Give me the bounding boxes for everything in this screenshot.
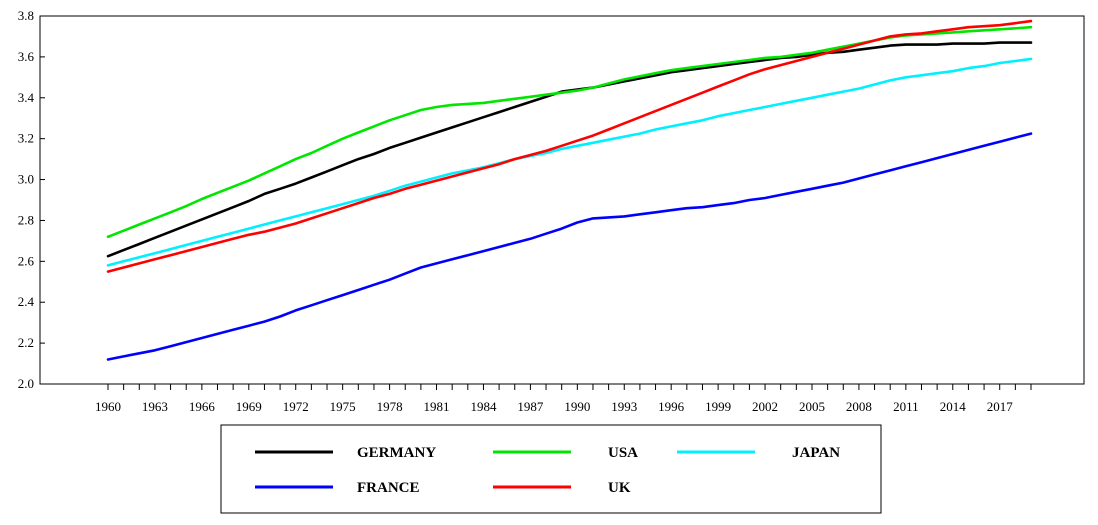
y-tick-label: 2.0 xyxy=(18,376,34,391)
x-tick-label: 2008 xyxy=(846,399,872,414)
x-tick-label: 1978 xyxy=(377,399,403,414)
x-tick-label: 1990 xyxy=(564,399,590,414)
series-line-uk xyxy=(106,19,1033,273)
legend-label-usa: USA xyxy=(608,445,638,461)
x-axis: 1960 1963 1966 1969 1972 1975 1978 1981 1984 1987… xyxy=(95,384,1032,414)
x-tick-label: 1996 xyxy=(658,399,685,414)
x-tick-label: 1966 xyxy=(189,399,216,414)
y-tick-label: 3.8 xyxy=(18,8,34,23)
y-tick-label: 3.0 xyxy=(18,172,34,187)
x-tick-label: 1993 xyxy=(611,399,637,414)
y-tick-label: 2.8 xyxy=(18,212,34,227)
x-tick-label: 1999 xyxy=(705,399,731,414)
x-tick-label: 2017 xyxy=(987,399,1014,414)
legend-label-uk: UK xyxy=(608,480,631,496)
x-tick-label: 2002 xyxy=(752,399,778,414)
y-tick-label: 3.6 xyxy=(18,49,35,64)
legend-label-germany: GERMANY xyxy=(357,445,436,461)
x-tick-label: 1960 xyxy=(95,399,121,414)
y-tick-label: 3.2 xyxy=(18,131,34,146)
y-tick-label: 3.4 xyxy=(18,90,35,105)
x-tick-label: 1963 xyxy=(142,399,168,414)
legend: GERMANY USA JAPAN FRANCE UK xyxy=(220,424,882,514)
series-line-france xyxy=(106,132,1033,361)
x-tick-label: 1981 xyxy=(424,399,450,414)
y-tick-label: 2.2 xyxy=(18,335,34,350)
legend-box xyxy=(220,424,882,514)
x-tick-label: 1984 xyxy=(470,399,497,414)
y-axis: 2.0 2.2 2.4 2.6 2.8 3.0 3.2 3.4 3.6 3.8 xyxy=(18,8,45,391)
x-tick-label: 2005 xyxy=(799,399,825,414)
x-tick-label: 2014 xyxy=(940,399,967,414)
legend-label-japan: JAPAN xyxy=(792,445,840,461)
series-line-usa xyxy=(106,25,1033,239)
plot-frame xyxy=(39,15,1085,385)
legend-label-france: FRANCE xyxy=(357,480,420,496)
y-tick-label: 2.6 xyxy=(18,253,35,268)
y-tick-label: 2.4 xyxy=(18,294,35,309)
plot-area xyxy=(39,15,1085,385)
x-tick-label: 1975 xyxy=(330,399,356,414)
x-tick-label: 1972 xyxy=(283,399,309,414)
series-line-japan xyxy=(106,57,1033,267)
x-tick-label: 1969 xyxy=(236,399,262,414)
x-tick-label: 2011 xyxy=(893,399,919,414)
x-tick-label: 1987 xyxy=(517,399,544,414)
